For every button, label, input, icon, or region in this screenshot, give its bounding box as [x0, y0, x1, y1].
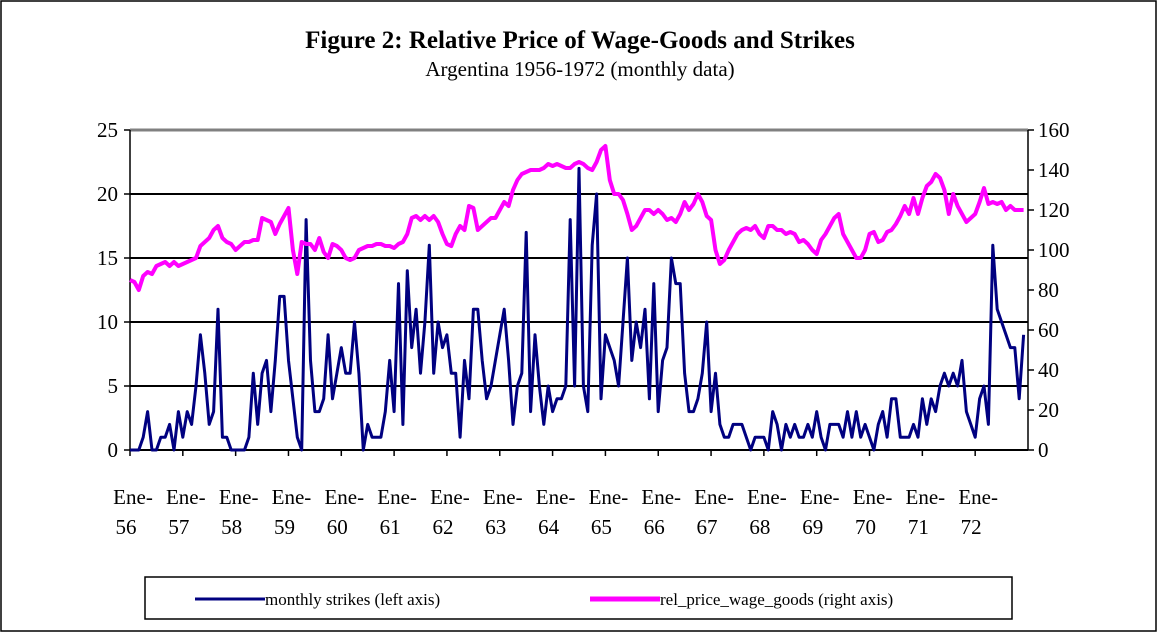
- y2-tick-label: 80: [1038, 278, 1059, 302]
- chart-subtitle: Argentina 1956-1972 (monthly data): [425, 57, 734, 81]
- x-tick-label: Ene-71: [906, 485, 946, 539]
- x-tick-label: Ene-60: [324, 485, 364, 539]
- x-tick-label: Ene-65: [589, 485, 629, 539]
- y2-tick-label: 160: [1038, 118, 1070, 142]
- x-tick-label: Ene-70: [853, 485, 893, 539]
- y-tick-label: 25: [97, 118, 118, 142]
- x-tick-label: Ene-62: [430, 485, 470, 539]
- y-tick-label: 5: [108, 374, 119, 398]
- x-tick-label: Ene-59: [272, 485, 312, 539]
- y2-tick-label: 140: [1038, 158, 1070, 182]
- x-tick-label: Ene-63: [483, 485, 523, 539]
- series-line: [129, 144, 1024, 292]
- x-tick-label: Ene-68: [747, 485, 787, 539]
- y2-tick-label: 20: [1038, 398, 1059, 422]
- y2-tick-label: 40: [1038, 358, 1059, 382]
- legend-box: [144, 576, 1013, 620]
- series-line: [130, 166, 1026, 452]
- x-tick-label: Ene-57: [166, 485, 206, 539]
- y2-tick-label: 100: [1038, 238, 1070, 262]
- x-tick-label: Ene-72: [958, 485, 998, 539]
- y-tick-label: 0: [108, 438, 119, 462]
- y-tick-label: 15: [97, 246, 118, 270]
- x-tick-label: Ene-64: [536, 485, 576, 539]
- x-tick-label: Ene-56: [113, 485, 153, 539]
- y2-tick-label: 120: [1038, 198, 1070, 222]
- y-tick-label: 20: [97, 182, 118, 206]
- x-tick-label: Ene-61: [377, 485, 417, 539]
- x-tick-label: Ene-58: [219, 485, 259, 539]
- chart-title: Figure 2: Relative Price of Wage-Goods a…: [305, 27, 855, 54]
- y-tick-label: 10: [97, 310, 118, 334]
- legend-label: monthly strikes (left axis): [265, 590, 440, 609]
- x-tick-label: Ene-67: [694, 485, 734, 539]
- legend-label: rel_price_wage_goods (right axis): [660, 590, 893, 609]
- y2-tick-label: 0: [1038, 438, 1049, 462]
- x-tick-label: Ene-69: [800, 485, 840, 539]
- x-tick-label: Ene-66: [641, 485, 681, 539]
- y2-tick-label: 60: [1038, 318, 1059, 342]
